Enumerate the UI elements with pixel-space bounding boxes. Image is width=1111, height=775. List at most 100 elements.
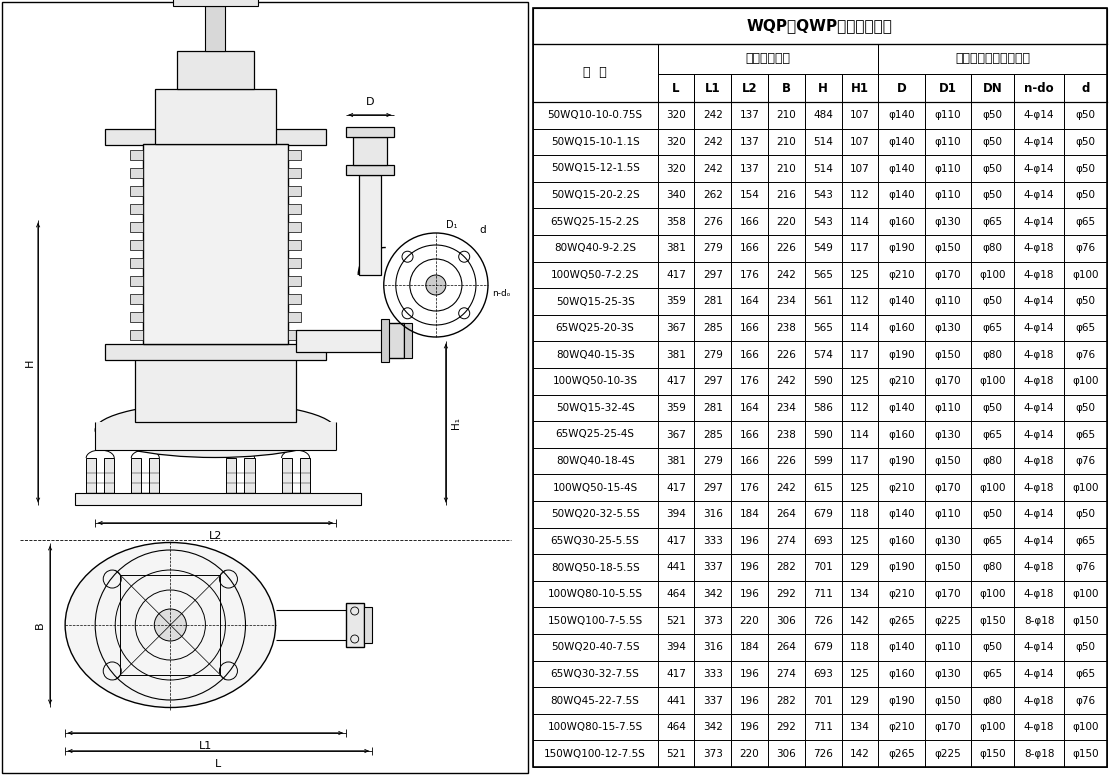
Bar (1064, 474, 1107, 501)
Text: φ50: φ50 (982, 137, 1002, 147)
Bar (288, 258, 301, 268)
Bar (694, 660, 731, 687)
Bar (346, 127, 393, 137)
Bar (731, 315, 768, 342)
Text: 242: 242 (703, 110, 722, 120)
Bar (804, 474, 842, 501)
Text: 242: 242 (777, 377, 797, 386)
Text: 210: 210 (777, 164, 797, 174)
Bar (694, 208, 731, 235)
Text: 4-φ18: 4-φ18 (1023, 270, 1054, 280)
Bar (76, 493, 361, 505)
Text: φ110: φ110 (934, 403, 961, 413)
Text: 外形安装尺寸: 外形安装尺寸 (745, 53, 790, 66)
Text: φ150: φ150 (934, 243, 961, 253)
Text: φ50: φ50 (1075, 137, 1095, 147)
Text: 117: 117 (850, 350, 870, 360)
Bar (971, 660, 1013, 687)
Bar (971, 74, 1013, 102)
Bar (731, 74, 768, 102)
Text: φ140: φ140 (889, 509, 914, 519)
Text: φ50: φ50 (982, 642, 1002, 653)
Text: 107: 107 (850, 137, 870, 147)
Bar (804, 740, 842, 767)
Bar (658, 580, 694, 608)
Bar (694, 474, 731, 501)
Text: 285: 285 (703, 429, 722, 439)
Bar (924, 448, 971, 474)
Text: 373: 373 (703, 749, 722, 759)
Bar (288, 168, 301, 178)
Bar (971, 554, 1013, 580)
Text: φ140: φ140 (889, 164, 914, 174)
Ellipse shape (96, 402, 336, 457)
Bar (694, 448, 731, 474)
Bar (120, 575, 220, 675)
Text: φ210: φ210 (889, 377, 914, 386)
Bar (1013, 528, 1064, 554)
Bar (731, 448, 768, 474)
Text: φ110: φ110 (934, 137, 961, 147)
Text: 220: 220 (777, 217, 797, 227)
Text: φ76: φ76 (1075, 695, 1095, 705)
Bar (533, 528, 658, 554)
Bar (658, 262, 694, 288)
Bar (1013, 608, 1064, 634)
Text: φ210: φ210 (889, 722, 914, 732)
Bar (924, 528, 971, 554)
Bar (924, 474, 971, 501)
Text: 184: 184 (740, 509, 760, 519)
Bar (842, 315, 879, 342)
Bar (206, 6, 226, 51)
Bar (924, 155, 971, 182)
Text: 176: 176 (740, 270, 760, 280)
Bar (1064, 714, 1107, 740)
Text: L2: L2 (742, 81, 758, 95)
Text: 4-φ14: 4-φ14 (1023, 190, 1054, 200)
Bar (971, 501, 1013, 528)
Text: φ110: φ110 (934, 509, 961, 519)
Text: φ50: φ50 (982, 190, 1002, 200)
Bar (924, 315, 971, 342)
Text: φ110: φ110 (934, 642, 961, 653)
Text: 417: 417 (665, 669, 685, 679)
Bar (971, 687, 1013, 714)
Text: 514: 514 (813, 164, 833, 174)
Bar (694, 288, 731, 315)
Bar (694, 421, 731, 448)
Text: 4-φ18: 4-φ18 (1023, 243, 1054, 253)
Bar (971, 580, 1013, 608)
Bar (288, 150, 301, 160)
Bar (658, 528, 694, 554)
Bar (658, 660, 694, 687)
Text: 276: 276 (703, 217, 722, 227)
Bar (694, 634, 731, 660)
Text: n-dₒ: n-dₒ (492, 288, 510, 298)
Text: 196: 196 (740, 669, 760, 679)
Text: φ65: φ65 (1075, 669, 1095, 679)
Bar (924, 368, 971, 394)
Bar (1064, 102, 1107, 129)
Bar (694, 235, 731, 262)
Bar (694, 528, 731, 554)
Text: 4-φ14: 4-φ14 (1023, 137, 1054, 147)
Bar (533, 44, 658, 102)
Text: 297: 297 (703, 483, 722, 493)
Text: φ65: φ65 (1075, 536, 1095, 546)
Bar (658, 44, 879, 74)
Bar (768, 208, 804, 235)
Bar (1013, 315, 1064, 342)
Text: φ160: φ160 (889, 323, 914, 333)
Text: 242: 242 (703, 137, 722, 147)
Text: 154: 154 (740, 190, 760, 200)
Bar (694, 580, 731, 608)
Text: φ140: φ140 (889, 137, 914, 147)
Bar (658, 687, 694, 714)
Text: φ140: φ140 (889, 110, 914, 120)
Bar (804, 208, 842, 235)
Text: 107: 107 (850, 110, 870, 120)
Bar (924, 262, 971, 288)
Text: 164: 164 (740, 403, 760, 413)
Text: 4-φ18: 4-φ18 (1023, 563, 1054, 573)
Text: D: D (897, 81, 907, 95)
